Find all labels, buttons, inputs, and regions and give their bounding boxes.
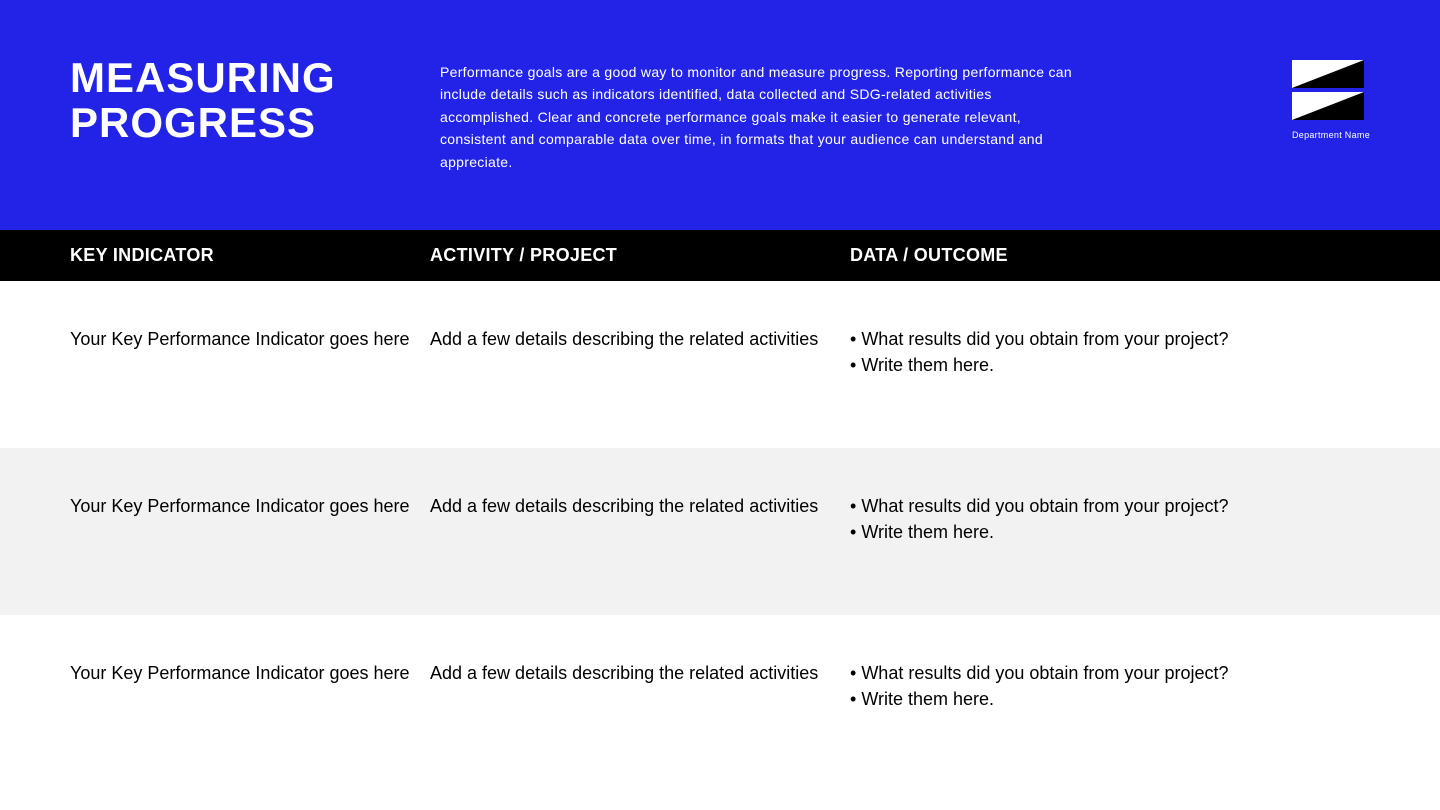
logo-block: Department Name [1292, 60, 1370, 140]
department-logo-icon [1292, 60, 1364, 120]
column-header-outcome: DATA / OUTCOME [850, 245, 1370, 266]
cell-outcome: What results did you obtain from your pr… [850, 493, 1370, 545]
cell-outcome: What results did you obtain from your pr… [850, 660, 1370, 712]
table-row: Your Key Performance Indicator goes here… [0, 615, 1440, 782]
outcome-item: Write them here. [864, 519, 1370, 545]
header: MEASURING PROGRESS Performance goals are… [0, 0, 1440, 230]
outcome-item: Write them here. [864, 352, 1370, 378]
page-title: MEASURING PROGRESS [70, 55, 390, 230]
cell-indicator: Your Key Performance Indicator goes here [70, 660, 430, 712]
table-header: KEY INDICATOR ACTIVITY / PROJECT DATA / … [0, 230, 1440, 281]
cell-activity: Add a few details describing the related… [430, 660, 850, 712]
cell-outcome: What results did you obtain from your pr… [850, 326, 1370, 378]
column-header-activity: ACTIVITY / PROJECT [430, 245, 850, 266]
outcome-item: Write them here. [864, 686, 1370, 712]
cell-indicator: Your Key Performance Indicator goes here [70, 493, 430, 545]
department-name: Department Name [1292, 130, 1370, 140]
outcome-item: What results did you obtain from your pr… [864, 660, 1370, 686]
outcome-item: What results did you obtain from your pr… [864, 493, 1370, 519]
outcome-item: What results did you obtain from your pr… [864, 326, 1370, 352]
table-row: Your Key Performance Indicator goes here… [0, 281, 1440, 448]
column-header-indicator: KEY INDICATOR [70, 245, 430, 266]
page-description: Performance goals are a good way to moni… [440, 55, 1080, 230]
cell-activity: Add a few details describing the related… [430, 326, 850, 378]
table-row: Your Key Performance Indicator goes here… [0, 448, 1440, 615]
table-body: Your Key Performance Indicator goes here… [0, 281, 1440, 783]
cell-indicator: Your Key Performance Indicator goes here [70, 326, 430, 378]
cell-activity: Add a few details describing the related… [430, 493, 850, 545]
